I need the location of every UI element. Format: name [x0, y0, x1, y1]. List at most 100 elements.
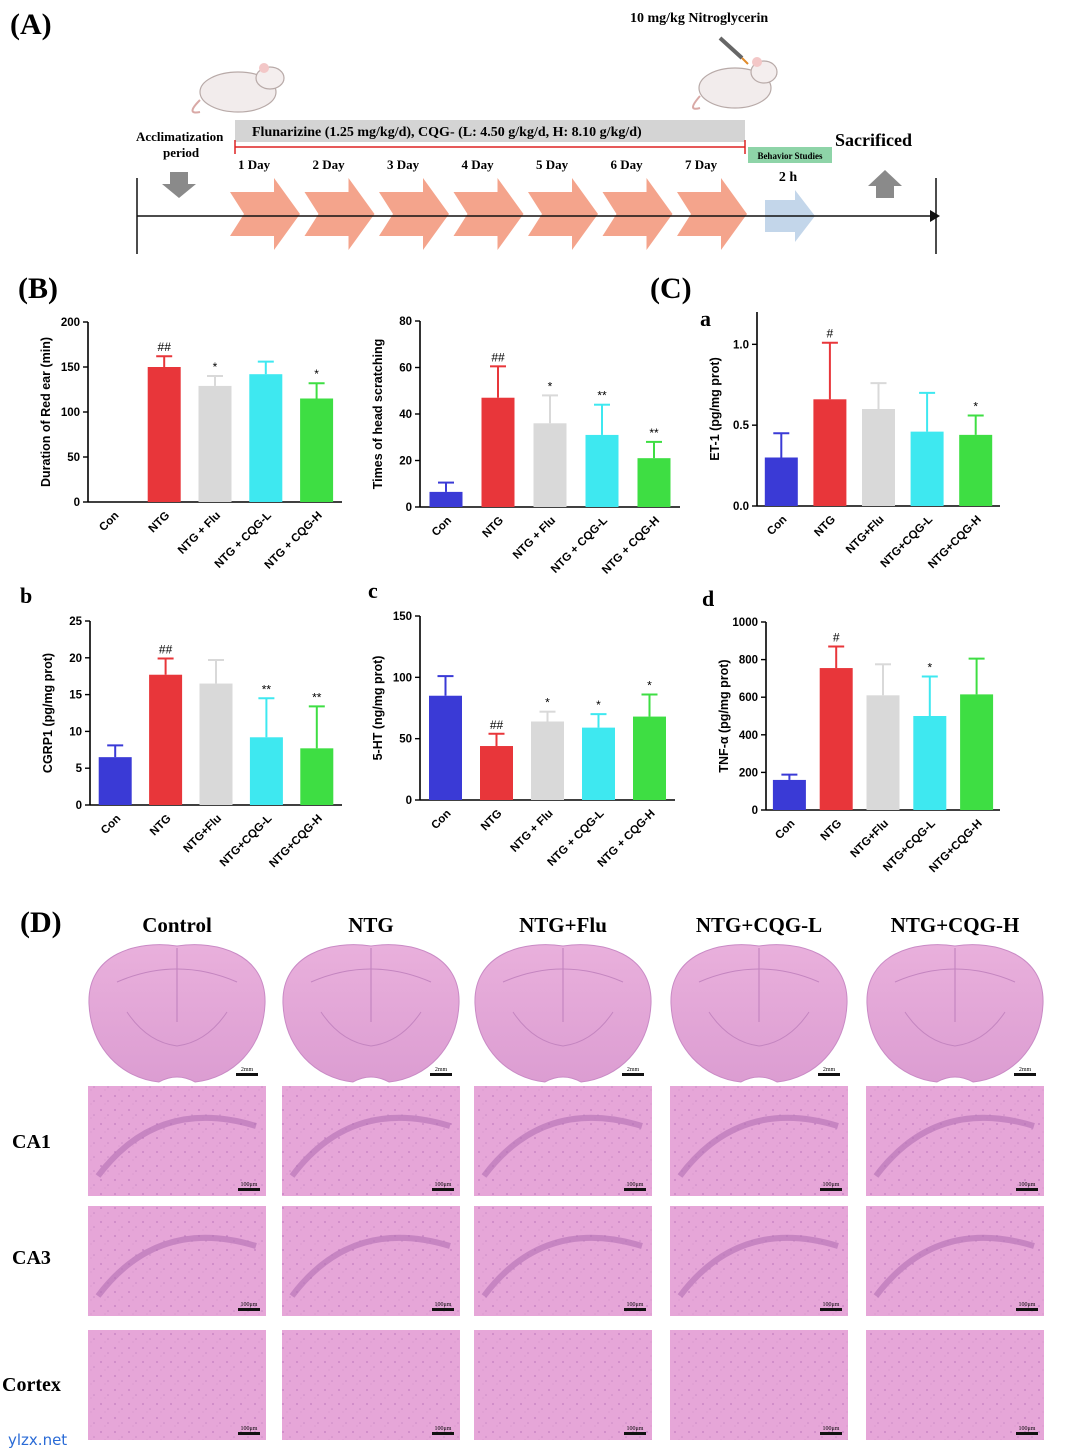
y-axis-label: TNF-α (pg/mg prot)	[717, 659, 731, 772]
day-arrow-icon	[304, 178, 375, 250]
day-arrow-icon	[602, 178, 673, 250]
scale-bar	[624, 1188, 646, 1191]
category-label: NTG	[480, 515, 506, 541]
scale-bar	[622, 1073, 644, 1076]
chart-tnf: TNF-α (pg/mg prot) 0 200 400 600 800 1000 Con # N…	[717, 617, 1000, 875]
histology-column-headers: Control NTG NTG+Flu NTG+CQG-L NTG+CQG-H	[142, 913, 1019, 937]
tissue-image: 100μm	[670, 1330, 848, 1440]
histology-column-label: NTG+Flu	[519, 913, 607, 937]
significance-mark: **	[597, 389, 607, 403]
histology-column-label: NTG+CQG-L	[696, 913, 822, 937]
bar	[249, 737, 283, 805]
category-label: NTG + Flu	[509, 808, 556, 855]
y-tick-label: 0	[406, 795, 412, 807]
scale-label: 100μm	[241, 1302, 258, 1308]
scale-bar	[624, 1432, 646, 1435]
scale-bar	[432, 1188, 454, 1191]
histology-row-label: CA1	[12, 1131, 51, 1153]
chart-head-scratch: Times of head scratching 0 20 40 60 80 Con ## NT…	[371, 316, 680, 577]
significance-mark: ##	[159, 643, 173, 657]
scale-bar	[238, 1308, 260, 1311]
category-label: NTG + Flu	[511, 515, 558, 562]
y-tick-label: 15	[69, 690, 82, 702]
rat-left-icon	[191, 63, 285, 114]
y-tick-label: 25	[69, 616, 82, 628]
bar	[764, 457, 798, 506]
significance-mark: #	[827, 327, 834, 341]
acclim-label: Acclimatization	[136, 129, 224, 144]
day-arrow-icon	[453, 178, 524, 250]
day-arrow-icon	[528, 178, 598, 250]
y-tick-label: 100	[393, 672, 412, 684]
panel-b-label: (B)	[18, 272, 58, 305]
subpanel-a-label: a	[700, 306, 711, 331]
scale-label: 2mm	[435, 1067, 448, 1073]
scale-bar	[432, 1432, 454, 1435]
y-axis-label: ET-1 (pg/mg prot)	[708, 357, 722, 460]
y-tick-label: 600	[739, 692, 758, 704]
brain-section-image: 2mm	[282, 944, 460, 1083]
significance-mark: **	[262, 682, 272, 696]
day-labels: 1 Day 2 Day 3 Day 4 Day 5 Day 6 Day 7 Day	[238, 157, 718, 172]
scale-bar	[820, 1432, 842, 1435]
y-tick-label: 0	[752, 805, 758, 817]
histology-column-label: NTG	[348, 913, 394, 937]
significance-mark: **	[312, 690, 322, 704]
category-label: NTG + CQG-H	[600, 515, 662, 577]
y-axis-label: 5-HT (ng/mg prot)	[371, 656, 385, 761]
bar	[862, 409, 895, 506]
tissue-image: 100μm	[282, 1086, 460, 1196]
category-label: Con	[99, 813, 123, 837]
significance-mark: **	[649, 426, 659, 440]
y-tick-label: 5	[76, 763, 83, 775]
behavior-label: Behavior Studies	[757, 151, 823, 161]
tissue-image: 100μm	[282, 1330, 460, 1440]
y-axis-label: Times of head scratching	[371, 339, 385, 490]
y-tick-label: 1000	[732, 617, 758, 629]
scale-bar	[818, 1073, 840, 1076]
rat-right-icon	[692, 57, 778, 110]
y-tick-label: 1.0	[733, 339, 749, 351]
chart-5ht: 5-HT (ng/mg prot) 0 50 100 150 Con ## NTG * NTG +…	[371, 611, 675, 870]
day-label: 5 Day	[536, 157, 569, 172]
scale-label: 100μm	[1019, 1302, 1036, 1308]
significance-mark: *	[548, 379, 553, 393]
chart-et1: ET-1 (pg/mg prot) 0.0 0.5 1.0 Con # NTG NTG+Flu…	[708, 312, 1000, 571]
y-tick-label: 60	[399, 363, 412, 375]
bar	[582, 727, 615, 800]
bar	[149, 674, 183, 805]
scale-bar	[820, 1188, 842, 1191]
day-arrow-icon	[677, 178, 747, 250]
category-label: Con	[429, 808, 453, 832]
category-label: NTG	[812, 514, 838, 540]
bar	[637, 458, 671, 507]
category-label: Con	[97, 510, 121, 534]
significance-mark: *	[314, 367, 319, 381]
bar	[429, 695, 462, 800]
treatment-label: Flunarizine (1.25 mg/kg/d), CQG- (L: 4.5…	[252, 125, 642, 140]
bar	[913, 716, 947, 810]
histology-column-label: Control	[142, 913, 212, 937]
scale-bar	[236, 1073, 258, 1076]
tissue-image: 100μm	[670, 1086, 848, 1196]
bar	[960, 694, 994, 810]
scale-label: 100μm	[627, 1426, 644, 1432]
bar	[866, 695, 900, 810]
category-label: NTG	[147, 510, 173, 536]
scale-label: 100μm	[435, 1426, 452, 1432]
day-label: 3 Day	[387, 157, 420, 172]
day-label: 6 Day	[611, 157, 644, 172]
subpanel-d-label: d	[702, 586, 714, 611]
day-arrow-icon	[379, 178, 449, 250]
down-arrow-icon	[162, 172, 196, 198]
sacrificed-label: Sacrificed	[835, 130, 912, 150]
category-label: NTG+Flu	[849, 818, 892, 861]
treatment-bar	[235, 120, 745, 142]
bar	[959, 434, 993, 506]
bar	[249, 374, 283, 502]
bar	[531, 721, 564, 800]
y-tick-label: 50	[399, 734, 412, 746]
scale-label: 100μm	[823, 1426, 840, 1432]
bar	[147, 367, 181, 502]
y-tick-label: 50	[67, 452, 80, 464]
